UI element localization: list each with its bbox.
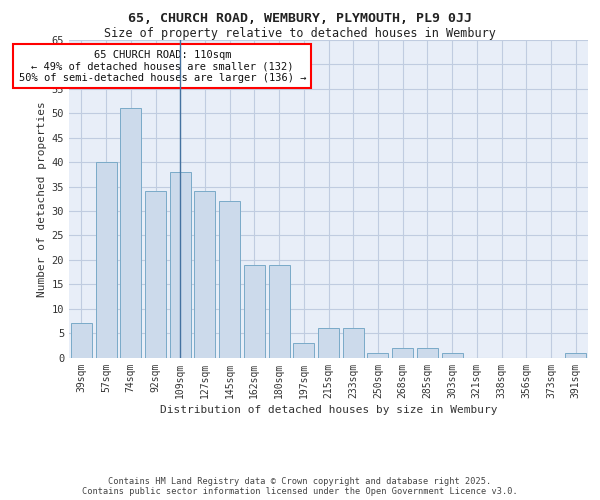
Bar <box>367 352 388 358</box>
Bar <box>219 201 240 358</box>
X-axis label: Distribution of detached houses by size in Wembury: Distribution of detached houses by size … <box>160 404 497 414</box>
Bar <box>417 348 438 358</box>
Bar <box>318 328 339 358</box>
Bar <box>71 324 92 358</box>
Bar <box>343 328 364 358</box>
Y-axis label: Number of detached properties: Number of detached properties <box>37 101 47 296</box>
Bar <box>565 352 586 358</box>
Text: 65, CHURCH ROAD, WEMBURY, PLYMOUTH, PL9 0JJ: 65, CHURCH ROAD, WEMBURY, PLYMOUTH, PL9 … <box>128 12 472 26</box>
Bar <box>120 108 141 358</box>
Bar <box>392 348 413 358</box>
Bar <box>95 162 116 358</box>
Bar <box>244 264 265 358</box>
Bar <box>194 192 215 358</box>
Bar <box>145 192 166 358</box>
Bar <box>442 352 463 358</box>
Bar <box>269 264 290 358</box>
Bar <box>293 343 314 357</box>
Text: Contains HM Land Registry data © Crown copyright and database right 2025.
Contai: Contains HM Land Registry data © Crown c… <box>82 476 518 496</box>
Text: 65 CHURCH ROAD: 110sqm
← 49% of detached houses are smaller (132)
50% of semi-de: 65 CHURCH ROAD: 110sqm ← 49% of detached… <box>19 50 306 82</box>
Text: Size of property relative to detached houses in Wembury: Size of property relative to detached ho… <box>104 28 496 40</box>
Bar <box>170 172 191 358</box>
